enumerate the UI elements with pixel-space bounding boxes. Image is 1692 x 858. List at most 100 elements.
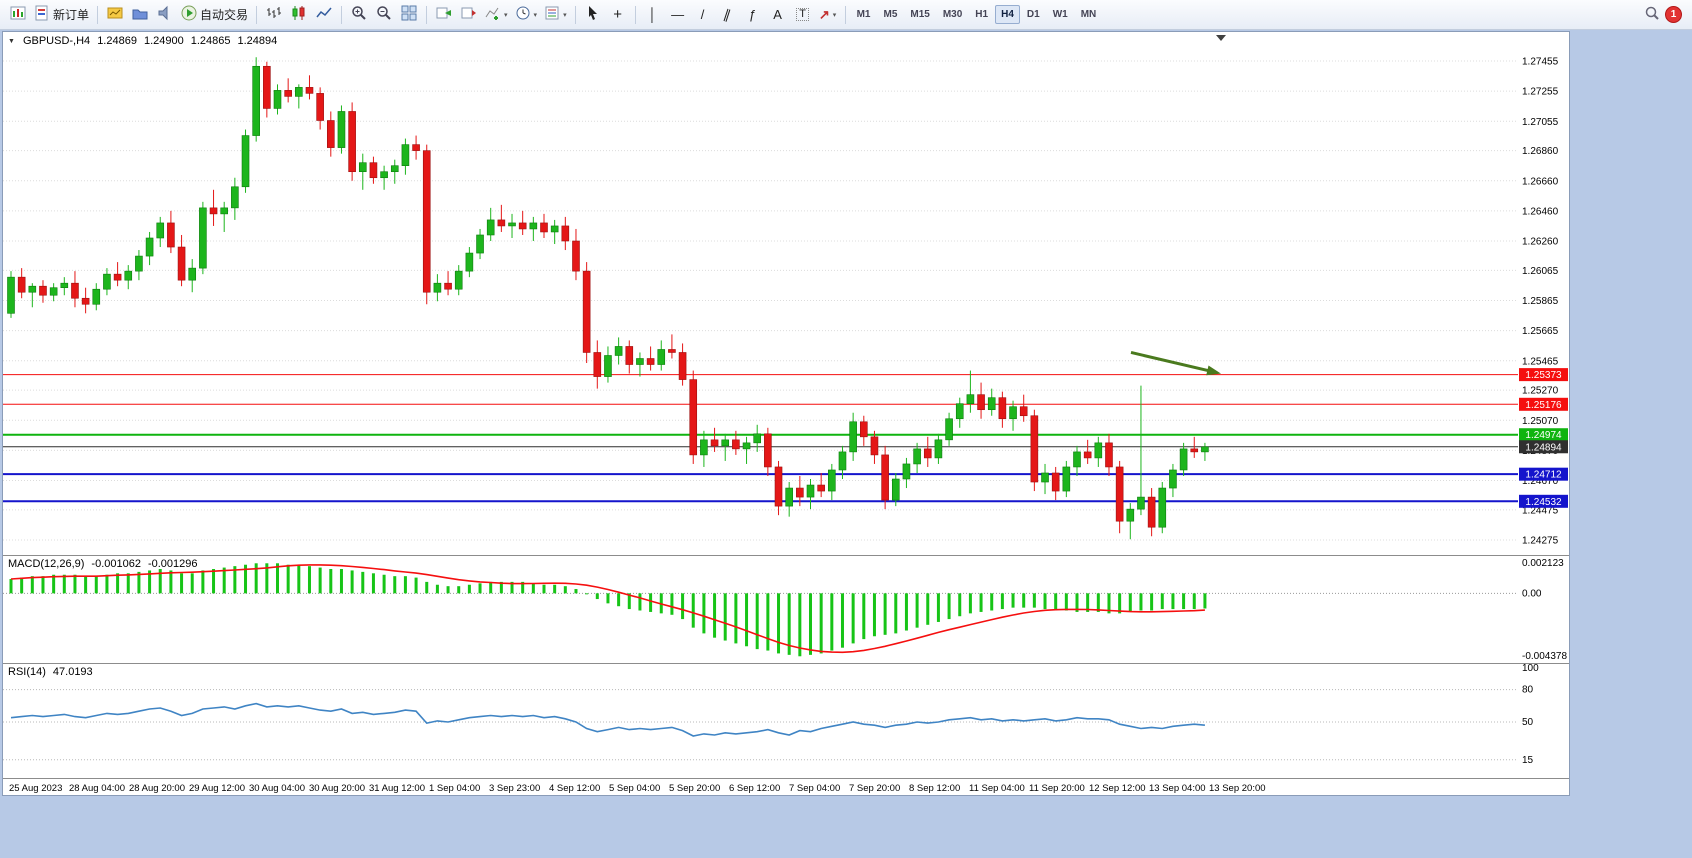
cursor-button[interactable] xyxy=(581,3,605,27)
candlestick-chart-button[interactable] xyxy=(287,3,311,27)
panel-separator[interactable] xyxy=(3,661,1518,665)
search-icon xyxy=(1644,5,1660,24)
svg-text:1.24894: 1.24894 xyxy=(1525,442,1562,453)
svg-text:1.25865: 1.25865 xyxy=(1522,296,1559,307)
new-chart-icon xyxy=(107,5,123,24)
macd-main-value: -0.001062 xyxy=(91,558,141,570)
alerts-button[interactable] xyxy=(153,3,177,27)
vertical-line-button[interactable]: │ xyxy=(641,3,665,27)
channel-button[interactable]: ∥ xyxy=(716,3,740,27)
bar-chart-button[interactable] xyxy=(262,3,286,27)
periods-button[interactable]: ▾ xyxy=(512,3,541,27)
line-chart-button[interactable] xyxy=(312,3,336,27)
crosshair-button[interactable]: + xyxy=(606,3,630,27)
svg-text:31 Aug 12:00: 31 Aug 12:00 xyxy=(369,783,425,794)
auto-scroll-button[interactable] xyxy=(432,3,456,27)
svg-text:4 Sep 12:00: 4 Sep 12:00 xyxy=(549,783,600,794)
symbol-timeframe-label: GBPUSD-,H4 xyxy=(22,35,91,47)
text-button[interactable]: A xyxy=(766,3,790,27)
vertical-line-icon: │ xyxy=(648,7,657,22)
trendline-icon: / xyxy=(700,7,705,22)
panel-separator[interactable] xyxy=(3,553,1518,557)
new-chart-button[interactable] xyxy=(103,3,127,27)
indicators-button[interactable]: ▾ xyxy=(482,3,511,27)
timeframe-m5-button[interactable]: M5 xyxy=(877,5,903,24)
svg-text:80: 80 xyxy=(1522,685,1534,696)
svg-text:5 Sep 20:00: 5 Sep 20:00 xyxy=(669,783,720,794)
chart-shift-icon xyxy=(461,5,477,24)
svg-text:13 Sep 04:00: 13 Sep 04:00 xyxy=(1149,783,1206,794)
chart-canvas[interactable]: 1.27455 1.27255 1.27055 1.26860 1.26660 1.264… xyxy=(3,32,1569,795)
tile-windows-button[interactable] xyxy=(397,3,421,27)
svg-text:7 Sep 20:00: 7 Sep 20:00 xyxy=(849,783,900,794)
svg-text:0.002123: 0.002123 xyxy=(1522,558,1564,569)
svg-text:1.26860: 1.26860 xyxy=(1522,146,1559,157)
channel-icon: ∥ xyxy=(722,6,733,23)
indicators-icon xyxy=(485,5,501,24)
chevron-down-icon: ▾ xyxy=(533,11,538,19)
timeframe-m30-button[interactable]: M30 xyxy=(937,5,968,24)
templates-button[interactable]: ▾ xyxy=(541,3,570,27)
svg-text:1.24712: 1.24712 xyxy=(1525,470,1562,481)
svg-text:1.24475: 1.24475 xyxy=(1522,505,1559,516)
arrows-button[interactable]: ↗ ▾ xyxy=(816,3,840,27)
trendline-button[interactable]: / xyxy=(691,3,715,27)
tile-windows-icon xyxy=(401,5,417,24)
svg-text:1.24974: 1.24974 xyxy=(1525,430,1562,441)
candlestick-chart-icon xyxy=(291,5,307,24)
zoom-out-button[interactable] xyxy=(372,3,396,27)
new-order-label: 新订单 xyxy=(53,8,90,22)
main-toolbar: 新订单 自动交易 ▾ ▾ ▾ + │ — / ∥ ƒ A T ↗ ▾ M1 M5 M1… xyxy=(0,0,1692,30)
svg-text:29 Aug 12:00: 29 Aug 12:00 xyxy=(189,783,245,794)
timeframe-h1-button[interactable]: H1 xyxy=(969,5,994,24)
svg-text:30 Aug 04:00: 30 Aug 04:00 xyxy=(249,783,305,794)
timeframe-d1-button[interactable]: D1 xyxy=(1021,5,1046,24)
svg-text:8 Sep 12:00: 8 Sep 12:00 xyxy=(909,783,960,794)
svg-text:30 Aug 20:00: 30 Aug 20:00 xyxy=(309,783,365,794)
svg-text:1.24670: 1.24670 xyxy=(1522,476,1559,487)
chart-area[interactable]: 1.27455 1.27255 1.27055 1.26860 1.26660 1.264… xyxy=(2,31,1570,796)
svg-text:1.25665: 1.25665 xyxy=(1522,326,1559,337)
svg-text:1.24532: 1.24532 xyxy=(1525,497,1562,508)
price-axis[interactable] xyxy=(1518,32,1569,778)
cursor-icon xyxy=(585,5,601,24)
arrow-object-icon: ↗ xyxy=(818,7,830,22)
chart-window-button[interactable] xyxy=(6,3,30,27)
toolbar-divider xyxy=(97,5,99,24)
timeframe-m15-button[interactable]: M15 xyxy=(904,5,935,24)
notification-badge[interactable]: 1 xyxy=(1665,6,1682,23)
search-button[interactable] xyxy=(1640,3,1664,27)
svg-text:5 Sep 04:00: 5 Sep 04:00 xyxy=(609,783,660,794)
bar-chart-icon xyxy=(266,5,282,24)
chevron-down-icon: ▾ xyxy=(504,11,508,19)
fibonacci-button[interactable]: ƒ xyxy=(741,3,765,27)
horizontal-line-button[interactable]: — xyxy=(666,3,690,27)
time-axis[interactable] xyxy=(3,779,1518,795)
zoom-in-button[interactable] xyxy=(347,3,371,27)
chart-window-icon xyxy=(10,5,26,24)
chart-plot[interactable] xyxy=(3,32,1518,555)
chevron-down-icon: ▾ xyxy=(563,11,567,19)
text-label-button[interactable]: T xyxy=(791,3,815,27)
svg-text:0.00: 0.00 xyxy=(1522,588,1542,599)
svg-text:28 Aug 20:00: 28 Aug 20:00 xyxy=(129,783,185,794)
text-icon: A xyxy=(773,7,782,22)
autotrading-play-icon xyxy=(181,5,197,24)
chart-shift-button[interactable] xyxy=(457,3,481,27)
ohlc-header: ▼ GBPUSD-,H4 1.24869 1.24900 1.24865 1.2… xyxy=(8,35,277,47)
autotrading-button[interactable]: 自动交易 xyxy=(178,3,251,27)
timeframe-m1-button[interactable]: M1 xyxy=(851,5,877,24)
timeframe-w1-button[interactable]: W1 xyxy=(1047,5,1074,24)
symbol-dropdown-icon[interactable]: ▼ xyxy=(8,37,15,45)
new-order-button[interactable]: 新订单 xyxy=(31,3,92,27)
svg-text:1.26460: 1.26460 xyxy=(1522,206,1559,217)
profiles-icon xyxy=(132,5,148,24)
timeframe-mn-button[interactable]: MN xyxy=(1075,5,1103,24)
svg-text:1.27255: 1.27255 xyxy=(1522,87,1559,98)
svg-text:50: 50 xyxy=(1522,717,1534,728)
templates-icon xyxy=(544,5,560,24)
horizontal-line-icon: — xyxy=(671,7,685,22)
timeframe-h4-button[interactable]: H4 xyxy=(995,5,1020,24)
svg-text:1.26660: 1.26660 xyxy=(1522,176,1559,187)
profiles-button[interactable] xyxy=(128,3,152,27)
